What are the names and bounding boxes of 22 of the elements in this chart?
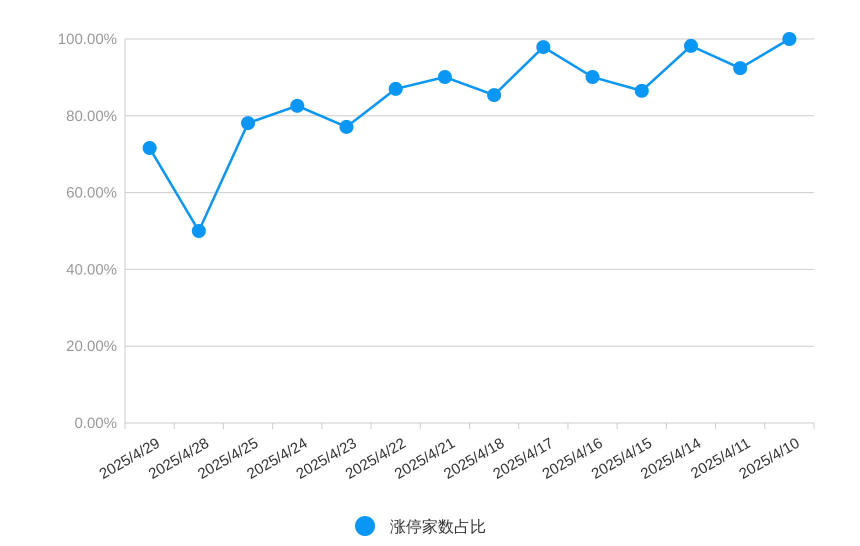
point — [782, 32, 796, 46]
point — [733, 61, 748, 76]
y-tick-label: 20.00% — [66, 338, 117, 356]
point — [241, 116, 256, 130]
point — [290, 98, 304, 113]
y-tick-label: 0.00% — [74, 415, 117, 432]
point — [634, 84, 649, 98]
point — [339, 120, 354, 134]
y-tick-label: 100.00% — [58, 31, 117, 48]
point — [192, 224, 206, 238]
point — [586, 70, 600, 84]
legend-label: 涨停家数占比 — [390, 518, 486, 536]
point — [487, 88, 502, 102]
y-tick-label: 80.00% — [66, 108, 117, 125]
point — [536, 40, 550, 54]
point — [684, 38, 698, 53]
legend: 涨停家数占比 — [355, 516, 486, 536]
y-tick-label: 60.00% — [66, 184, 117, 202]
y-tick-label: 40.00% — [66, 261, 117, 278]
point — [142, 141, 157, 156]
point — [388, 82, 403, 96]
point — [438, 70, 452, 84]
